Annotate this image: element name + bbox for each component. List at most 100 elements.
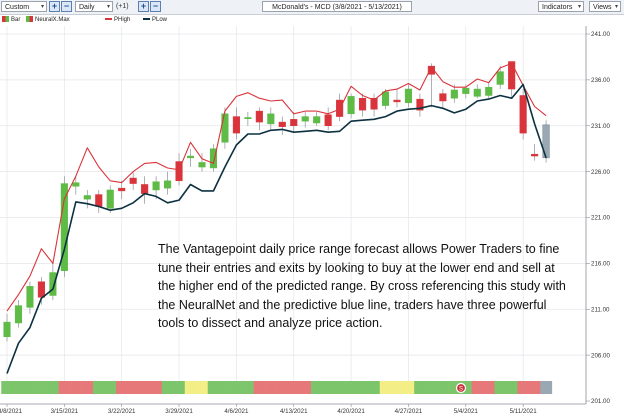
candle-body [244,117,252,119]
forecast-strip-cell [345,381,358,394]
forecast-strip-cell [299,381,312,394]
forecast-strip-cell [402,381,415,394]
legend-neural: NeuralX.Max [26,15,70,25]
forecast-strip-cell [219,381,231,394]
x-tick-label: 3/29/2021 [165,408,193,415]
candle-body [278,121,286,127]
candle-body [49,272,57,296]
indicators-select-value: Indicators [542,4,573,11]
candle-body [301,116,309,122]
chevron-down-icon: ▾ [40,4,44,10]
forecast-strip-cell [58,381,71,394]
plow-line [6,83,547,374]
candle-body [232,116,240,134]
forecast-strip-cell [161,381,174,394]
candle-body [290,119,298,126]
forecast-strip-cell [196,381,209,394]
forecast-strip-cell [540,381,553,394]
candle-body [404,88,412,104]
x-tick-label: 3/15/2021 [51,408,79,415]
candle-body [393,99,401,103]
forecast-strip-cell [1,381,14,394]
y-tick-label: 241.00 [591,31,610,38]
step-back-button[interactable]: − [150,1,161,12]
forecast-strip-cell [276,381,289,394]
step-forward-button[interactable]: + [138,1,149,12]
candle-body [439,93,447,102]
strip-marker[interactable]: S [455,382,467,394]
forecast-strip-cell [150,381,163,394]
candle-body [324,114,332,126]
candle-body [60,183,68,271]
forecast-strip-cell [528,381,541,394]
remove-button[interactable]: − [61,1,72,12]
forecast-strip-cell [425,381,438,394]
candle-body [37,281,45,298]
candle-body [313,116,321,124]
forecast-strip-cell [253,381,266,394]
legend-bar: Bar [2,15,20,25]
candle-body [496,71,504,85]
preset-select-value: Custom [5,4,30,11]
candle-body [473,88,481,97]
candle-body [347,96,355,115]
chart-title: McDonald's - MCD (3/8/2021 - 5/13/2021) [262,1,412,12]
x-tick-label: 5/4/2021 [454,408,479,415]
grid-lines [0,26,586,381]
strip-marker-icon[interactable] [455,382,467,394]
bar-swatch-icon [2,16,9,23]
forecast-strip-cell [494,381,507,394]
y-axis: 241.00 236.00 231.00 226.00 221.00 216.00 211.… [585,26,624,416]
candle-body [381,91,390,106]
candle-body [485,86,493,96]
forecast-strip-cell [81,381,94,394]
candle-body [508,61,516,90]
forecast-strip-cell [47,381,59,394]
candle-body [83,195,91,200]
candle-body [118,187,126,192]
chevron-down-icon: ▾ [577,4,581,10]
candle-body [370,97,378,110]
y-tick-label: 211.00 [591,306,610,313]
y-tick-label: 201.00 [591,398,610,405]
forecast-strip-cell [184,381,197,394]
candle-body [152,181,160,191]
indicators-select[interactable]: Indicators ▾ [538,1,584,12]
annotation-text: The Vantagepoint daily price range forec… [158,242,566,330]
x-tick-label: 3/8/2021 [0,408,23,415]
forecast-strip-cell [368,381,381,394]
forecast-strip-cell [483,381,495,394]
x-tick-label: 3/22/2021 [108,408,136,415]
forecast-strip-cell [322,381,335,394]
forecast-strip-cell [230,381,243,394]
y-tick-label: 226.00 [591,169,610,176]
candle-body [186,155,195,159]
forecast-strip-cell [437,381,449,394]
interval-select[interactable]: Daily ▾ [75,1,113,12]
add-button[interactable]: + [49,1,60,12]
forecast-strip-cell [93,381,105,394]
forecast-strip-cell [70,381,82,394]
chevron-down-icon: ▾ [106,4,110,10]
forecast-strip-cell [391,381,404,394]
candle-body [531,153,539,157]
x-tick-label: 4/27/2021 [395,408,423,415]
offset-label: (+1) [116,3,129,10]
candle-body [267,113,275,125]
chevron-down-icon: ▾ [614,4,618,10]
x-tick-label: 4/13/2021 [280,408,308,415]
forecast-strip-cell [207,381,220,394]
forecast-strip-cell [265,381,277,394]
candle-body [450,89,458,99]
candle-body [72,182,80,187]
forecast-strip-cell [12,381,25,394]
x-tick-label: 4/20/2021 [337,408,365,415]
views-select[interactable]: Views ▾ [589,1,621,12]
forecast-strip-cell [127,381,140,394]
phigh-line-icon [105,18,112,21]
preset-select[interactable]: Custom ▾ [1,1,47,12]
forecast-strip-cell [288,381,300,394]
x-tick-label: 4/6/2021 [224,408,249,415]
forecast-strip-cell [138,381,151,394]
